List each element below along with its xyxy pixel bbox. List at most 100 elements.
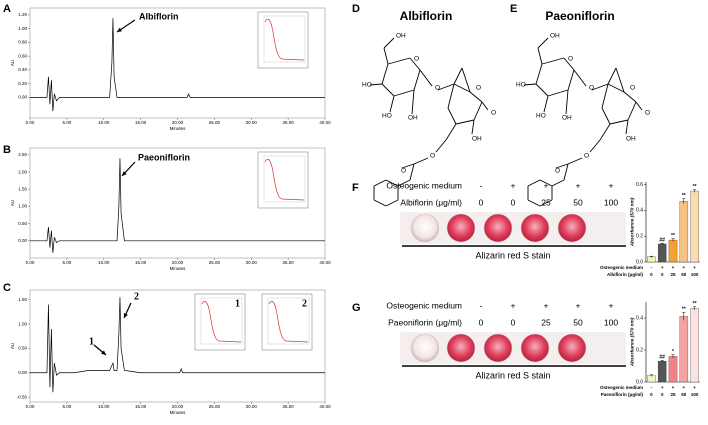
x-tick-label: 25.00: [209, 260, 221, 265]
atom-label: O: [589, 85, 594, 92]
significance-label: **: [682, 307, 686, 313]
assay-row-value: 0: [511, 197, 516, 207]
well: [483, 333, 513, 363]
chromatogram-trace: [30, 18, 325, 112]
row-value: 0: [650, 392, 653, 397]
row-value: 0: [661, 272, 664, 277]
bond: [591, 83, 609, 91]
bond: [527, 199, 541, 207]
well: [557, 333, 587, 363]
bar: [647, 375, 656, 383]
panel-label: G: [352, 302, 361, 314]
inset-frame: [257, 151, 309, 209]
inset-frame: [257, 11, 309, 69]
bond: [397, 179, 411, 187]
y-tick-label: 0.4: [636, 315, 643, 321]
atom-label: HO: [516, 82, 526, 89]
peak-arrow-head: [101, 350, 106, 355]
bond: [381, 63, 389, 85]
row-label: Albiflorin (μg/ml): [607, 272, 643, 277]
well: [410, 213, 440, 243]
inset-spectrum: [201, 300, 242, 343]
bond: [635, 101, 643, 111]
bond: [523, 83, 537, 86]
atom-label: O: [491, 110, 496, 117]
atom-label: O: [630, 85, 635, 92]
row-value: 0: [661, 392, 664, 397]
inset-label: 1: [235, 298, 240, 309]
assay-row-value: +: [609, 180, 614, 190]
bar: [690, 190, 699, 263]
inset-spectrum: [268, 300, 309, 343]
bond: [537, 37, 549, 49]
y-tick-label: 0.6: [636, 182, 643, 188]
x-tick-label: 10.00: [98, 260, 110, 265]
bond: [537, 47, 543, 65]
bond: [573, 69, 587, 87]
bond: [551, 179, 565, 187]
x-tick-label: 30.00: [246, 120, 258, 125]
inset-frame: [261, 293, 313, 351]
row-label: Osteogenic medium: [600, 385, 643, 390]
bond: [563, 57, 575, 71]
bond: [567, 69, 575, 91]
atom-label: O: [584, 153, 589, 160]
assay-row-label: Osteogenic medium: [386, 180, 462, 190]
bond: [541, 57, 565, 65]
panel-label: A: [3, 3, 11, 15]
bond: [607, 83, 625, 93]
assay-row-value: 0: [479, 317, 484, 327]
bond: [539, 199, 553, 207]
atom-label: HO: [536, 113, 546, 120]
assay-row-value: +: [511, 300, 516, 310]
bond: [567, 157, 583, 165]
x-tick-label: 0.00: [26, 260, 35, 265]
bond: [473, 101, 483, 121]
y-tick-label: 0.00: [18, 370, 27, 375]
y-tick-label: 1.50: [18, 297, 27, 302]
bond: [601, 83, 609, 109]
well: [483, 213, 513, 243]
y-tick-label: 0.50: [18, 221, 27, 226]
x-tick-label: 15.00: [135, 120, 147, 125]
bond: [387, 57, 411, 65]
bond: [609, 119, 629, 125]
y-axis-label: AU: [10, 200, 15, 206]
inset-plot: [263, 15, 306, 63]
x-tick-label: 20.00: [172, 120, 184, 125]
well: [520, 333, 550, 363]
x-axis-label: Minutes: [170, 410, 187, 415]
bond: [455, 119, 475, 125]
peak-arrow-head: [123, 313, 128, 318]
bond: [373, 179, 387, 187]
x-tick-label: 30.00: [246, 260, 258, 265]
x-tick-label: 40.00: [319, 260, 331, 265]
x-tick-label: 5.00: [62, 260, 71, 265]
inset-plot: [263, 155, 306, 203]
bond: [369, 83, 383, 86]
bond: [385, 199, 399, 207]
atom-label: O: [414, 56, 419, 63]
chromatogram-trace: [30, 158, 325, 253]
well: [446, 333, 476, 363]
assay-row-value: 25: [541, 197, 551, 207]
well: [557, 213, 587, 243]
inset-plot: [200, 297, 243, 345]
inset-label: 2: [302, 298, 307, 309]
bond: [435, 139, 447, 153]
y-axis-label: Absorbance (570 nm): [629, 197, 635, 247]
y-tick-label: 0.60: [18, 53, 27, 58]
y-tick-label: -0.50: [17, 394, 28, 399]
atom-label: HO: [362, 82, 372, 89]
x-tick-label: 0.00: [26, 120, 35, 125]
compound-name: Paeoniflorin: [545, 9, 614, 23]
bond: [535, 63, 543, 85]
atom-label: OH: [408, 115, 418, 122]
assay-row-value: +: [609, 300, 614, 310]
bond: [539, 179, 553, 187]
bond: [469, 91, 483, 103]
y-tick-label: 0.4: [636, 208, 643, 214]
bond: [447, 107, 457, 125]
atom-label: OH: [550, 33, 560, 40]
